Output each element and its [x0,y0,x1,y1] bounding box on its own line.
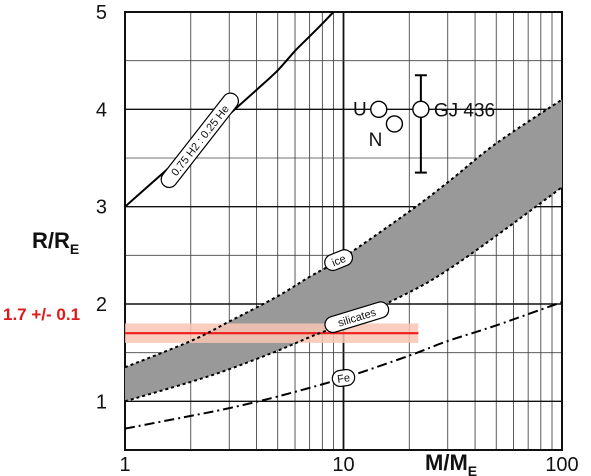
y-tick-label: 1 [96,391,107,413]
y-tick-label: 4 [96,99,107,121]
y-axis-title: R/RE [32,228,79,257]
reference-label: 1.7 +/- 0.1 [3,305,80,324]
curve-label-bubble [324,301,390,334]
curve-label-bubble [160,92,239,189]
curve-label-text: ice [330,253,348,269]
planet-marker-n [385,115,404,133]
curve-label-fe: Fe [331,368,356,388]
x-tick-label: 100 [545,454,578,476]
x-tick-label: 10 [332,454,354,476]
curve-label-text: 0.75 H2 : 0.25 He [169,103,232,178]
x-axis-title: M/ME [425,450,477,476]
y-tick-label: 5 [96,2,107,24]
planet-marker-u [370,100,388,119]
planet-label-gj-436: GJ 436 [434,100,495,121]
curve-label-bubble [331,368,356,388]
planet-label-n: N [369,130,383,151]
reference-band [125,323,419,343]
curve-ice [124,98,563,369]
curve-label-bubble [324,249,354,272]
planet-markers: UN GJ 436 [353,74,495,174]
tick-labels: 1 10 100 1 2 3 4 5 [96,2,579,476]
curve-label-text: Fe [336,372,350,386]
y-tick-label: 3 [96,197,107,219]
x-tick-label: 1 [119,454,130,476]
plot-frame [124,11,563,451]
y-tick-label: 2 [96,294,107,316]
curve-label-ice: ice [324,249,354,272]
planet-label-u: U [353,99,367,120]
planet-marker-gj-436 [412,100,430,119]
